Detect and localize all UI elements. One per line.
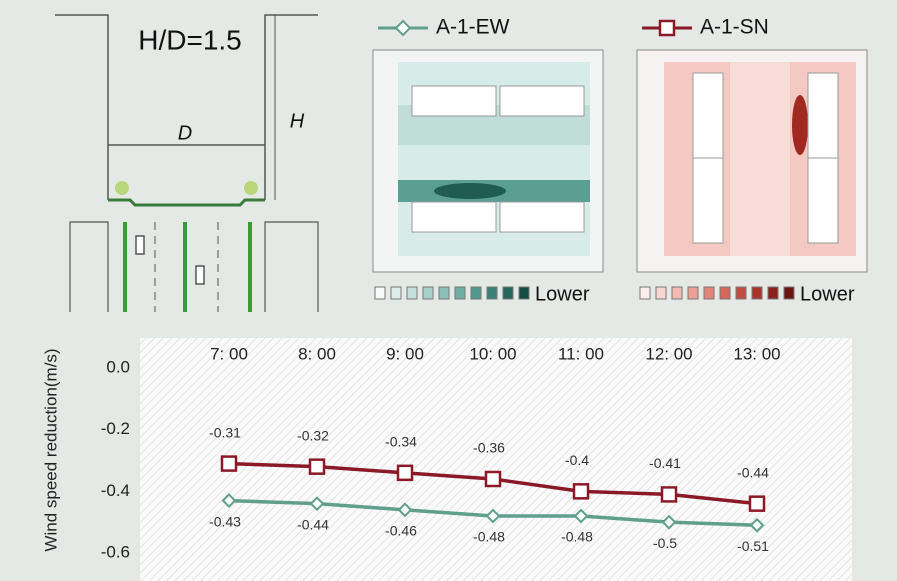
- data-label: -0.4: [565, 452, 589, 468]
- x-tick-label: 8: 00: [298, 344, 336, 363]
- y-tick-label: -0.2: [101, 419, 130, 438]
- data-label: -0.36: [473, 440, 505, 456]
- heatmap-ew: [373, 50, 603, 272]
- y-tick-label: 0.0: [106, 357, 130, 376]
- legend-label: A-1-EW: [436, 16, 510, 39]
- scale-label: Lower: [800, 283, 855, 305]
- x-tick-label: 13: 00: [733, 344, 780, 363]
- point: [574, 484, 588, 498]
- data-label: -0.34: [385, 434, 417, 450]
- data-label: -0.31: [209, 424, 241, 440]
- data-label: -0.48: [473, 529, 505, 545]
- y-axis-label: Wind speed reduction(m/s): [41, 348, 60, 551]
- data-label: -0.48: [561, 529, 593, 545]
- x-tick-label: 9: 00: [386, 344, 424, 363]
- data-label: -0.51: [737, 538, 769, 554]
- heatmap-sn: [637, 50, 867, 272]
- x-tick-label: 11: 00: [558, 344, 604, 363]
- width-label: D: [178, 122, 192, 144]
- point: [486, 472, 500, 486]
- point: [662, 487, 676, 501]
- legend-label: A-1-SN: [700, 16, 769, 39]
- figure: H/D=1.5 D H Lower: [0, 0, 897, 581]
- scale-label: Lower: [535, 283, 590, 305]
- ratio-label: H/D=1.5: [138, 24, 242, 55]
- x-tick-label: 12: 00: [645, 344, 692, 363]
- y-tick-label: -0.4: [101, 481, 130, 500]
- y-tick-label: -0.6: [101, 542, 130, 561]
- point: [310, 460, 324, 474]
- x-tick-label: 7: 00: [210, 344, 248, 363]
- data-label: -0.41: [649, 455, 681, 471]
- point: [750, 497, 764, 511]
- point: [398, 466, 412, 480]
- data-label: -0.5: [653, 535, 677, 551]
- legend-marker: [660, 21, 674, 35]
- height-label: H: [290, 110, 305, 132]
- point: [222, 457, 236, 471]
- x-tick-label: 10: 00: [469, 344, 516, 363]
- data-label: -0.44: [737, 464, 769, 480]
- data-label: -0.46: [385, 523, 417, 539]
- data-label: -0.44: [297, 516, 329, 532]
- data-label: -0.32: [297, 427, 329, 443]
- data-label: -0.43: [209, 513, 241, 529]
